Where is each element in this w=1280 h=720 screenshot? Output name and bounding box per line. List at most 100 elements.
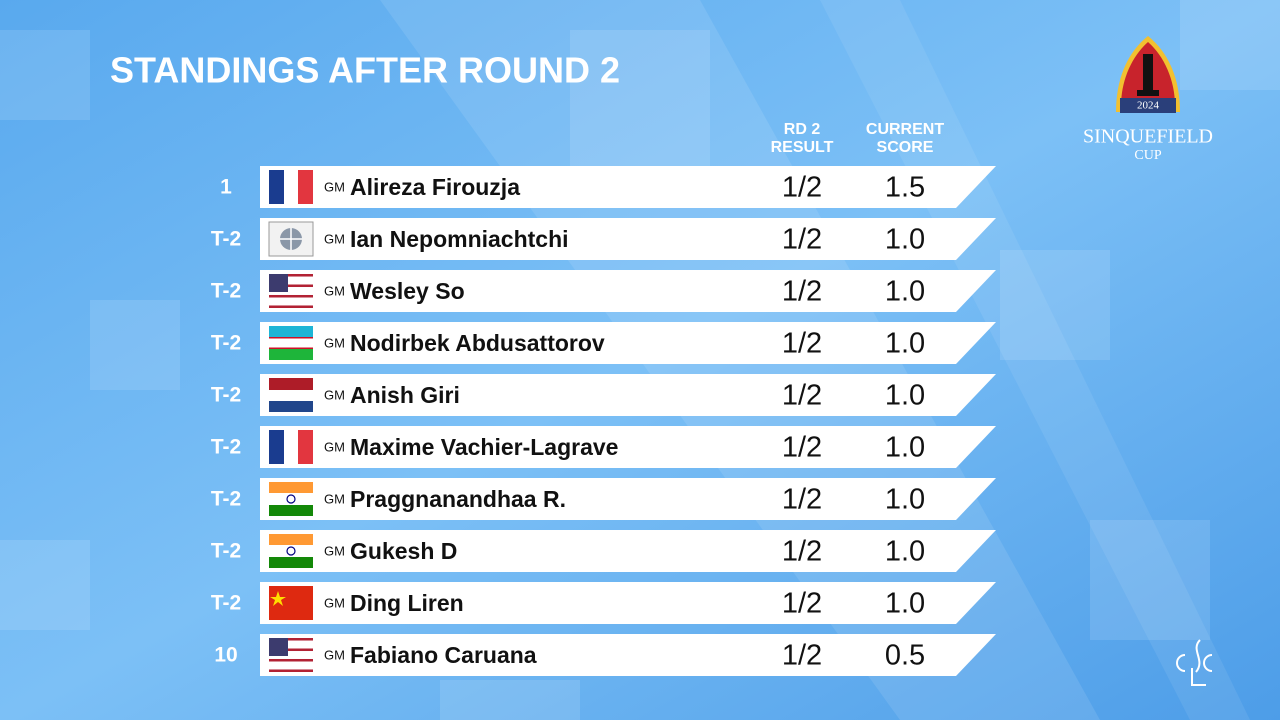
flag-part <box>269 505 313 516</box>
logo-name: SINQUEFIELD <box>1083 126 1213 148</box>
flag-part <box>269 297 313 301</box>
logo-year: 2024 <box>1137 100 1160 112</box>
current-score: 1.0 <box>885 588 925 620</box>
standings-row: T-2 GM Gukesh D 1/2 1.0 <box>211 530 996 572</box>
row-background <box>260 478 996 520</box>
flag-part <box>269 666 313 670</box>
flag-part <box>269 292 313 295</box>
row-background <box>260 270 996 312</box>
player-name: Ian Nepomniachtchi <box>350 226 569 252</box>
flag-part <box>269 493 313 505</box>
standings-row: T-2 GM Nodirbek Abdusattorov 1/2 1.0 <box>211 322 996 364</box>
round-result: 1/2 <box>782 484 822 516</box>
flag-part <box>269 349 313 360</box>
flag-part <box>269 378 313 390</box>
flag-part <box>269 645 313 649</box>
flag-part <box>269 279 313 282</box>
player-title: GM <box>324 179 345 194</box>
player-title: GM <box>324 231 345 246</box>
flag-part <box>269 545 313 557</box>
logo-sub: CUP <box>1134 148 1161 163</box>
standings-row: T-2 GM Maxime Vachier-Lagrave 1/2 1.0 <box>211 426 996 468</box>
row-background <box>260 374 996 416</box>
standings-row: T-2 GM Wesley So 1/2 1.0 <box>211 270 996 312</box>
current-score: 0.5 <box>885 640 925 672</box>
row-background <box>260 166 996 208</box>
standings-row: T-2 GM Anish Giri 1/2 1.0 <box>211 374 996 416</box>
column-header: SCORE <box>877 139 934 156</box>
flag-part <box>269 656 313 659</box>
flag-part <box>269 326 313 337</box>
flag-part <box>269 638 313 641</box>
round-result: 1/2 <box>782 380 822 412</box>
rank: T-2 <box>211 228 241 251</box>
flag-part <box>269 337 313 349</box>
rank: 10 <box>214 644 237 667</box>
flag-part <box>269 305 313 308</box>
round-result: 1/2 <box>782 172 822 204</box>
player-name: Wesley So <box>350 278 465 304</box>
flag-part <box>269 638 288 656</box>
flag-part <box>268 221 314 257</box>
logo-king <box>1143 54 1153 94</box>
rank: 1 <box>220 176 232 199</box>
flag-part <box>284 430 298 464</box>
logo: 2024 SINQUEFIELD CUP <box>1083 36 1213 163</box>
player-name: Alireza Firouzja <box>350 174 520 200</box>
column-header: RESULT <box>771 139 834 156</box>
round-result: 1/2 <box>782 328 822 360</box>
flag-part <box>269 653 313 657</box>
flag-part <box>269 281 313 285</box>
player-name: Praggnanandhaa R. <box>350 486 566 512</box>
player-name: Fabiano Caruana <box>350 642 537 668</box>
round-result: 1/2 <box>782 588 822 620</box>
player-name: Gukesh D <box>350 538 457 564</box>
standings-row: T-2 GM Ding Liren 1/2 1.0 <box>211 582 996 624</box>
round-result: 1/2 <box>782 432 822 464</box>
flag-part <box>269 482 313 493</box>
flag-part <box>269 669 313 672</box>
flag-part <box>269 651 313 654</box>
flag-part <box>269 302 313 306</box>
logo-banner <box>1120 98 1176 113</box>
player-title: GM <box>324 283 345 298</box>
rank: T-2 <box>211 540 241 563</box>
flag-part <box>269 284 313 288</box>
flag-part <box>269 430 284 464</box>
current-score: 1.0 <box>885 276 925 308</box>
flag-part <box>269 274 313 277</box>
standings-row: 10 GM Fabiano Caruana 1/2 0.5 <box>214 634 996 676</box>
row-background <box>260 426 996 468</box>
flag-part <box>269 534 313 545</box>
flag-part <box>280 228 302 250</box>
flag-part <box>269 664 313 667</box>
player-name: Nodirbek Abdusattorov <box>350 330 605 356</box>
round-result: 1/2 <box>782 224 822 256</box>
row-background <box>260 218 996 260</box>
rank: T-2 <box>211 384 241 407</box>
flag-part <box>270 591 286 606</box>
flag-part <box>269 401 313 412</box>
flag-part <box>269 274 288 292</box>
player-name: Maxime Vachier-Lagrave <box>350 434 618 460</box>
rank: T-2 <box>211 332 241 355</box>
flag-part <box>269 648 313 652</box>
flag-part <box>269 557 313 568</box>
flag-part <box>286 494 296 504</box>
current-score: 1.0 <box>885 224 925 256</box>
current-score: 1.0 <box>885 484 925 516</box>
rank: T-2 <box>211 436 241 459</box>
flag-part <box>269 658 313 662</box>
column-header: CURRENT <box>866 121 944 138</box>
flag-part <box>269 170 284 204</box>
player-title: GM <box>324 543 345 558</box>
player-title: GM <box>324 647 345 662</box>
current-score: 1.0 <box>885 536 925 568</box>
player-title: GM <box>324 595 345 610</box>
current-score: 1.0 <box>885 328 925 360</box>
title: STANDINGS AFTER ROUND 2 <box>110 50 620 91</box>
flag-part <box>284 170 298 204</box>
flag-part <box>269 289 313 293</box>
flag-part <box>269 337 313 339</box>
